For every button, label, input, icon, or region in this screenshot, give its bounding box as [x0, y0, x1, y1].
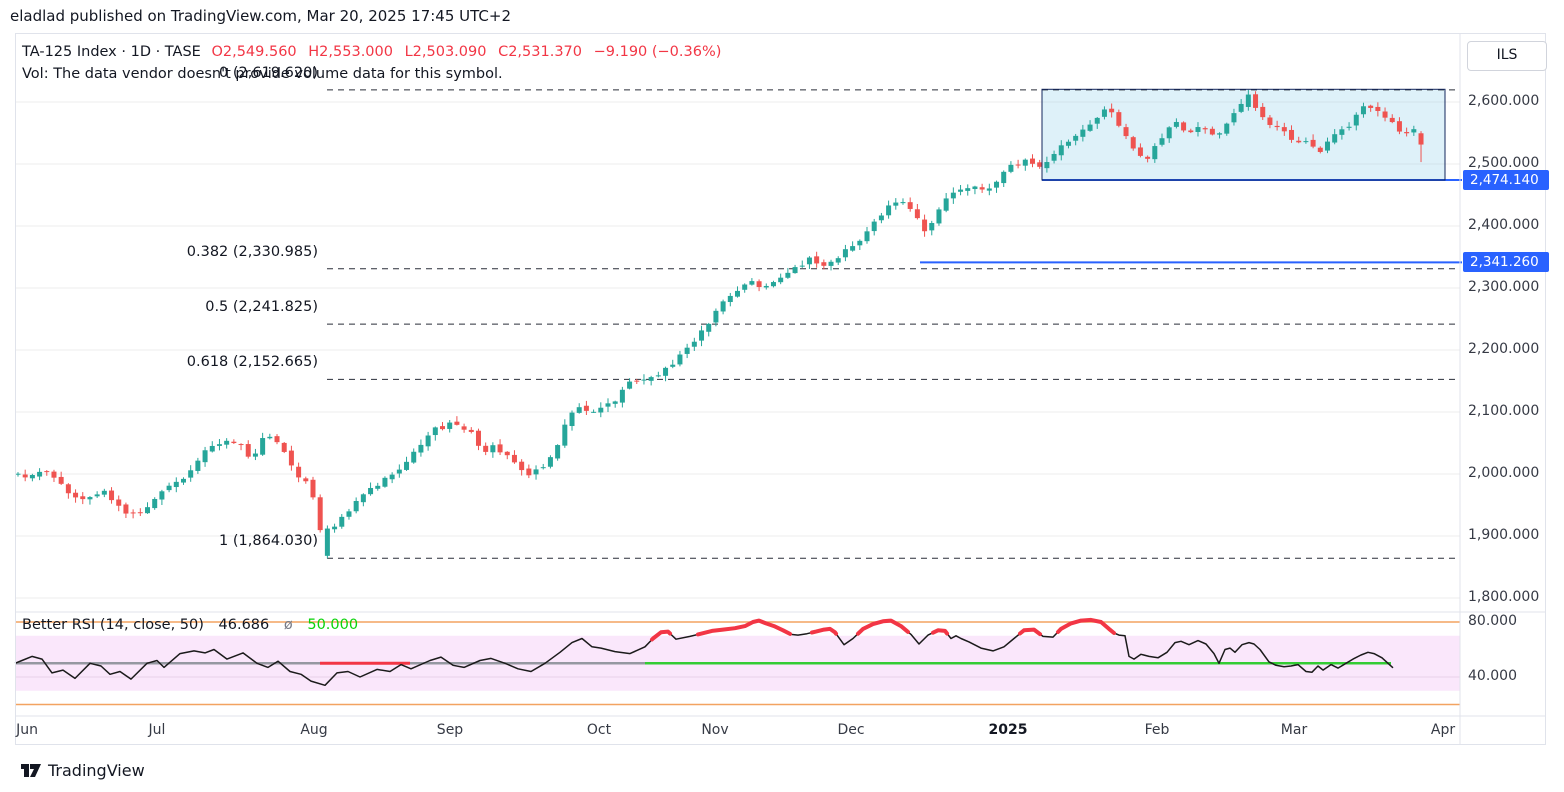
price-tick-label: 2,000.000 [1468, 465, 1540, 481]
price-tick-label: 2,500.000 [1468, 155, 1540, 171]
ohlc-close: C2,531.370 [498, 44, 582, 60]
fib-level-label: 1 (1,864.030) [219, 533, 318, 550]
time-tick-label: 2025 [988, 722, 1028, 738]
time-tick-label: Oct [586, 722, 612, 738]
ohlc-low: L2,503.090 [404, 44, 487, 60]
time-tick-label: Aug [300, 722, 328, 738]
fib-level-label: 0 (2,619.620) [219, 64, 318, 81]
time-tick-label: Nov [701, 722, 729, 738]
publish-note: eladlad published on TradingView.com, Ma… [10, 7, 512, 25]
price-tick-label: 2,600.000 [1468, 93, 1540, 109]
price-tick-label: 2,200.000 [1468, 341, 1540, 357]
price-tick-label: 2,100.000 [1468, 403, 1540, 419]
time-tick-label: Feb [1144, 722, 1170, 738]
fib-level-label: 0.382 (2,330.985) [186, 243, 318, 260]
time-tick-label: Jun [16, 722, 38, 738]
symbol-legend[interactable]: TA-125 Index · 1D · TASE O2,549.560 H2,5… [22, 44, 728, 60]
rsi-legend[interactable]: Better RSI (14, close, 50) 46.686 ø 50.0… [22, 617, 358, 633]
tradingview-logo-text: TradingView [48, 760, 145, 780]
time-tick-label: Jul [148, 722, 166, 738]
rsi-value: 46.686 [218, 617, 270, 633]
fib-level-label: 0.618 (2,152.665) [186, 354, 318, 371]
tradingview-logo[interactable]: TradingView [20, 760, 145, 780]
price-tick-label: 2,400.000 [1468, 217, 1540, 233]
symbol-title: TA-125 Index · 1D · TASE [22, 44, 201, 60]
rsi-tick-label: 80.000 [1468, 613, 1517, 629]
rsi-tick-label: 40.000 [1468, 668, 1517, 684]
time-tick-label: Dec [837, 722, 865, 738]
ohlc-change: −9.190 (−0.36%) [593, 44, 722, 60]
price-line-badge: 2,341.260 [1463, 252, 1549, 273]
rsi-average-icon: ø [283, 617, 293, 633]
time-tick-label: Mar [1280, 722, 1308, 738]
tradingview-logo-icon [21, 764, 41, 777]
price-line-badge: 2,474.140 [1463, 170, 1549, 191]
price-tick-label: 1,900.000 [1468, 527, 1540, 543]
price-tick-label: 1,800.000 [1468, 589, 1540, 605]
rsi-average-value: 50.000 [307, 617, 359, 633]
currency-toggle-button[interactable]: ILS [1467, 41, 1547, 71]
chart-frame [15, 33, 1546, 745]
fib-level-label: 0.5 (2,241.825) [205, 299, 318, 316]
ohlc-high: H2,553.000 [308, 44, 393, 60]
time-tick-label: Sep [436, 722, 464, 738]
rsi-title: Better RSI (14, close, 50) [22, 617, 204, 633]
volume-note: Vol: The data vendor doesn't provide vol… [22, 66, 503, 82]
time-tick-label: Apr [1430, 722, 1456, 738]
price-tick-label: 2,300.000 [1468, 279, 1540, 295]
ohlc-open: O2,549.560 [211, 44, 297, 60]
